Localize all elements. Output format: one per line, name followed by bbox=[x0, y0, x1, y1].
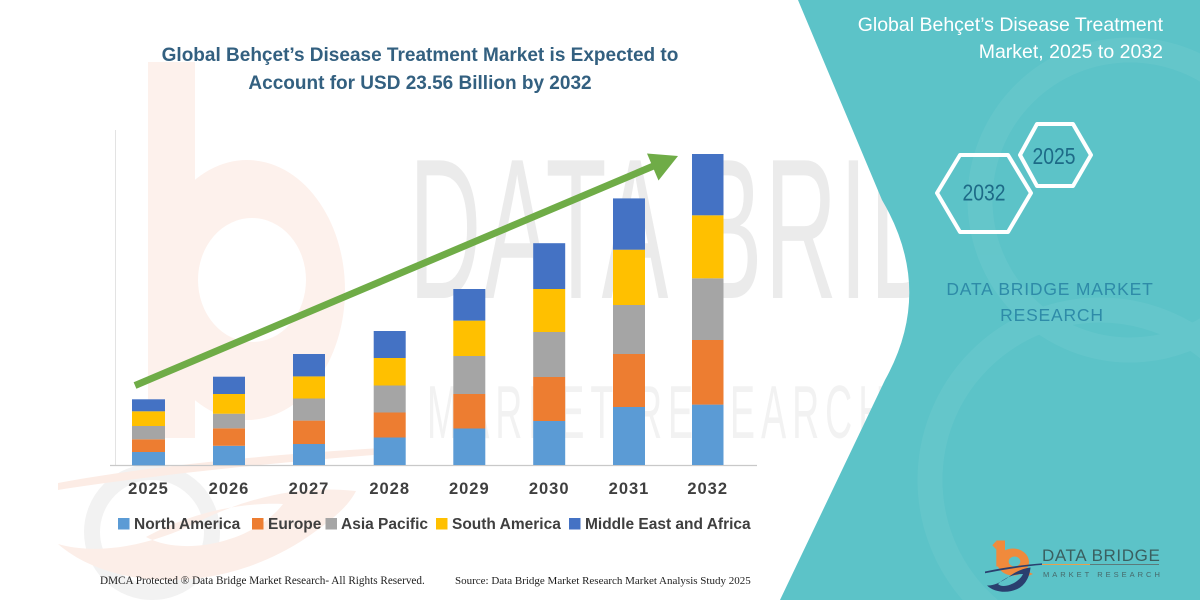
svg-text:DATA BRIDGE: DATA BRIDGE bbox=[1042, 546, 1160, 565]
svg-text:Global Behçet’s Disease Treatm: Global Behçet’s Disease Treatment bbox=[858, 14, 1164, 36]
svg-text:DATA BRIDGE MARKET: DATA BRIDGE MARKET bbox=[946, 279, 1153, 299]
svg-text:2029: 2029 bbox=[449, 480, 490, 498]
svg-text:Global Behçet’s Disease Treatm: Global Behçet’s Disease Treatment Market… bbox=[162, 45, 679, 66]
svg-text:DMCA Protected ® Data Bridge M: DMCA Protected ® Data Bridge Market Rese… bbox=[100, 575, 425, 587]
svg-text:2030: 2030 bbox=[529, 480, 570, 498]
svg-text:Market, 2025 to 2032: Market, 2025 to 2032 bbox=[979, 41, 1163, 63]
svg-text:South America: South America bbox=[452, 516, 561, 533]
svg-text:2026: 2026 bbox=[209, 480, 250, 498]
svg-text:2025: 2025 bbox=[128, 480, 169, 498]
svg-text:RESEARCH: RESEARCH bbox=[1000, 305, 1104, 325]
svg-text:Middle East and Africa: Middle East and Africa bbox=[585, 516, 751, 533]
svg-text:Account for USD 23.56 Billion: Account for USD 23.56 Billion by 2032 bbox=[248, 73, 591, 94]
svg-text:Europe: Europe bbox=[268, 516, 322, 533]
svg-text:Asia Pacific: Asia Pacific bbox=[341, 516, 428, 533]
svg-text:2032: 2032 bbox=[963, 180, 1006, 206]
svg-text:Source: Data Bridge Market Res: Source: Data Bridge Market Research Mark… bbox=[455, 575, 751, 587]
svg-text:2025: 2025 bbox=[1033, 143, 1076, 169]
svg-text:MARKET RESEARCH: MARKET RESEARCH bbox=[1043, 570, 1163, 579]
svg-text:North America: North America bbox=[134, 516, 241, 533]
svg-text:2028: 2028 bbox=[369, 480, 410, 498]
svg-text:2031: 2031 bbox=[609, 480, 650, 498]
svg-text:2027: 2027 bbox=[289, 480, 330, 498]
svg-text:MARKET RESEARCH: MARKET RESEARCH bbox=[427, 370, 891, 455]
svg-text:2032: 2032 bbox=[687, 480, 728, 498]
